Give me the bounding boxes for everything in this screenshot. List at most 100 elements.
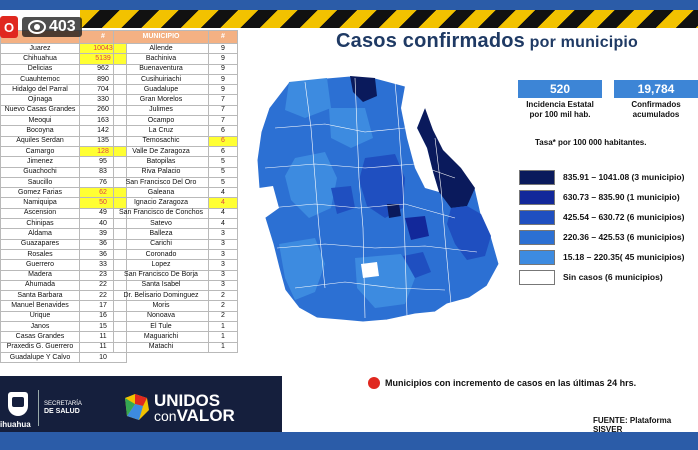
table-row: San Francisco de Conchos 4	[113, 207, 238, 220]
case-count: 2	[208, 310, 238, 323]
table-row: Ocampo 7	[113, 115, 238, 127]
hazard-stripe-banner	[80, 10, 698, 28]
logo-valor: VALOR	[176, 406, 235, 425]
table-row: Casas Grandes 11	[0, 331, 127, 343]
case-count: 6	[208, 125, 238, 137]
case-count: 3	[208, 238, 238, 250]
incidence-label-line2: por 100 mil hab.	[529, 110, 591, 119]
municipality-name: Bachiniva	[113, 53, 209, 65]
table-row: Valle De Zaragoza 6	[113, 145, 238, 158]
case-count: 2	[208, 290, 238, 302]
municipality-name: Hidalgo del Parral	[0, 84, 80, 96]
table-row: Santa Isabel 3	[113, 279, 238, 292]
municipality-name: Ocampo	[113, 115, 209, 127]
increase-note-text: Municipios con incremento de casos en la…	[385, 378, 637, 388]
municipality-name: Guerrero	[0, 259, 80, 271]
table-row: Chinipas 40	[0, 218, 127, 230]
secretaria-logo: SECRETARÍA DE SALUD	[44, 400, 82, 416]
municipality-name: Ahumada	[0, 279, 80, 292]
table-row: Ahumada 22	[0, 279, 127, 292]
table-row: Manuel Benavides 17	[0, 300, 127, 312]
legend-item: 630.73 – 835.90 (1 municipio)	[519, 189, 684, 205]
table-row: Aldama 39	[0, 228, 127, 240]
table-row: Coronado 3	[113, 248, 238, 261]
municipality-name: Dr. Belisario Dominguez	[113, 290, 209, 302]
case-count: 1	[208, 321, 238, 333]
case-count: 7	[208, 94, 238, 106]
municipality-sin-casos-2	[361, 262, 379, 278]
bottom-blue-bar	[0, 432, 698, 450]
table-row: Guadalupe Y Calvo 10	[0, 351, 127, 364]
incidence-label-line1: Incidencia Estatal	[526, 100, 594, 109]
chihuahua-choropleth-map	[256, 75, 500, 323]
municipality-northeast	[417, 108, 475, 208]
municipality-name: Urique	[0, 310, 80, 323]
case-count: 4	[208, 197, 238, 209]
municipality-ojinaga	[401, 86, 439, 192]
table-row: Praxedis G. Guerrero 11	[0, 341, 127, 353]
state-crest-icon	[8, 392, 28, 416]
municipality-name: Santa Barbara	[0, 290, 80, 302]
case-count: 9	[208, 53, 238, 65]
municipality-name: Julimes	[113, 104, 209, 117]
case-count: 4	[208, 218, 238, 230]
municipality-name: San Francisco de Conchos	[113, 207, 209, 220]
top-blue-bar	[0, 0, 698, 10]
legend-swatch	[519, 269, 555, 285]
confirmed-value-box: 19,784	[614, 80, 698, 98]
municipality-name: Saucillo	[0, 176, 80, 189]
case-count: 5	[208, 176, 238, 189]
municipality-name: Nuevo Casas Grandes	[0, 104, 80, 117]
footer-divider	[38, 390, 39, 426]
municipality-name: Aldama	[0, 228, 80, 240]
table-row: Ascension 49	[0, 207, 127, 220]
legend-item: 835.91 – 1041.08 (3 municipio)	[519, 169, 685, 185]
table-row: Guachochi 83	[0, 166, 127, 178]
municipality-north-central	[329, 108, 373, 148]
confirmed-label: Confirmados acumulados	[611, 100, 698, 120]
page-title-sub: por municipio	[525, 34, 639, 51]
municipality-name: Ojinaga	[0, 94, 80, 106]
municipality-northwest	[285, 78, 331, 118]
map-legend: 835.91 – 1041.08 (3 municipio) 630.73 – 8…	[519, 169, 685, 290]
case-count: 6	[208, 135, 238, 147]
table-row: Guadalupe 9	[113, 84, 238, 96]
municipality-name: La Cruz	[113, 125, 209, 137]
table-row: Aquiles Serdan 135	[0, 135, 127, 147]
municipality-southwest	[279, 238, 325, 300]
page-title: Casos confirmados por municipio	[336, 30, 638, 53]
incidence-label: Incidencia Estatal por 100 mil hab.	[515, 100, 605, 120]
table-row: Cuauhtemoc 890	[0, 73, 127, 86]
municipality-name: Casas Grandes	[0, 331, 80, 343]
municipality-delicias	[405, 216, 429, 240]
case-count: 1	[208, 331, 238, 343]
legend-item: 220.36 – 425.53 (6 municipios)	[519, 229, 684, 245]
table-row: Allende 9	[113, 42, 238, 55]
secretaria-line1: SECRETARÍA	[44, 401, 82, 407]
table-row: Cusihuiriachi 9	[113, 73, 238, 86]
legend-swatch	[519, 189, 555, 205]
case-count: 7	[208, 104, 238, 117]
municipality-name: Gomez Farias	[0, 187, 80, 199]
case-count: 9	[208, 63, 238, 75]
municipality-name: Nonoava	[113, 310, 209, 323]
municipality-name: Bocoyna	[0, 125, 80, 137]
legend-label: 835.91 – 1041.08 (3 municipio)	[563, 172, 685, 182]
table-row: Balleza 3	[113, 228, 238, 240]
municipality-name: Aquiles Serdan	[0, 135, 80, 147]
municipality-name: Matachi	[113, 341, 209, 353]
logo-con: con	[154, 408, 177, 424]
municipality-name: Batopilas	[113, 156, 209, 168]
municipality-name: Camargo	[0, 145, 80, 158]
municipality-name: Temosachic	[113, 135, 209, 147]
table-row: La Cruz 6	[113, 125, 238, 137]
table-row: Ignacio Zaragoza 4	[113, 197, 238, 209]
case-count: 3	[208, 259, 238, 271]
case-count: 4	[208, 207, 238, 220]
case-count: 5	[208, 166, 238, 178]
legend-swatch	[519, 229, 555, 245]
table-row: Hidalgo del Parral 704	[0, 84, 127, 96]
viewer-count: 403	[22, 17, 82, 37]
municipality-name: Carichi	[113, 238, 209, 250]
table-row: Delicias 962	[0, 63, 127, 75]
